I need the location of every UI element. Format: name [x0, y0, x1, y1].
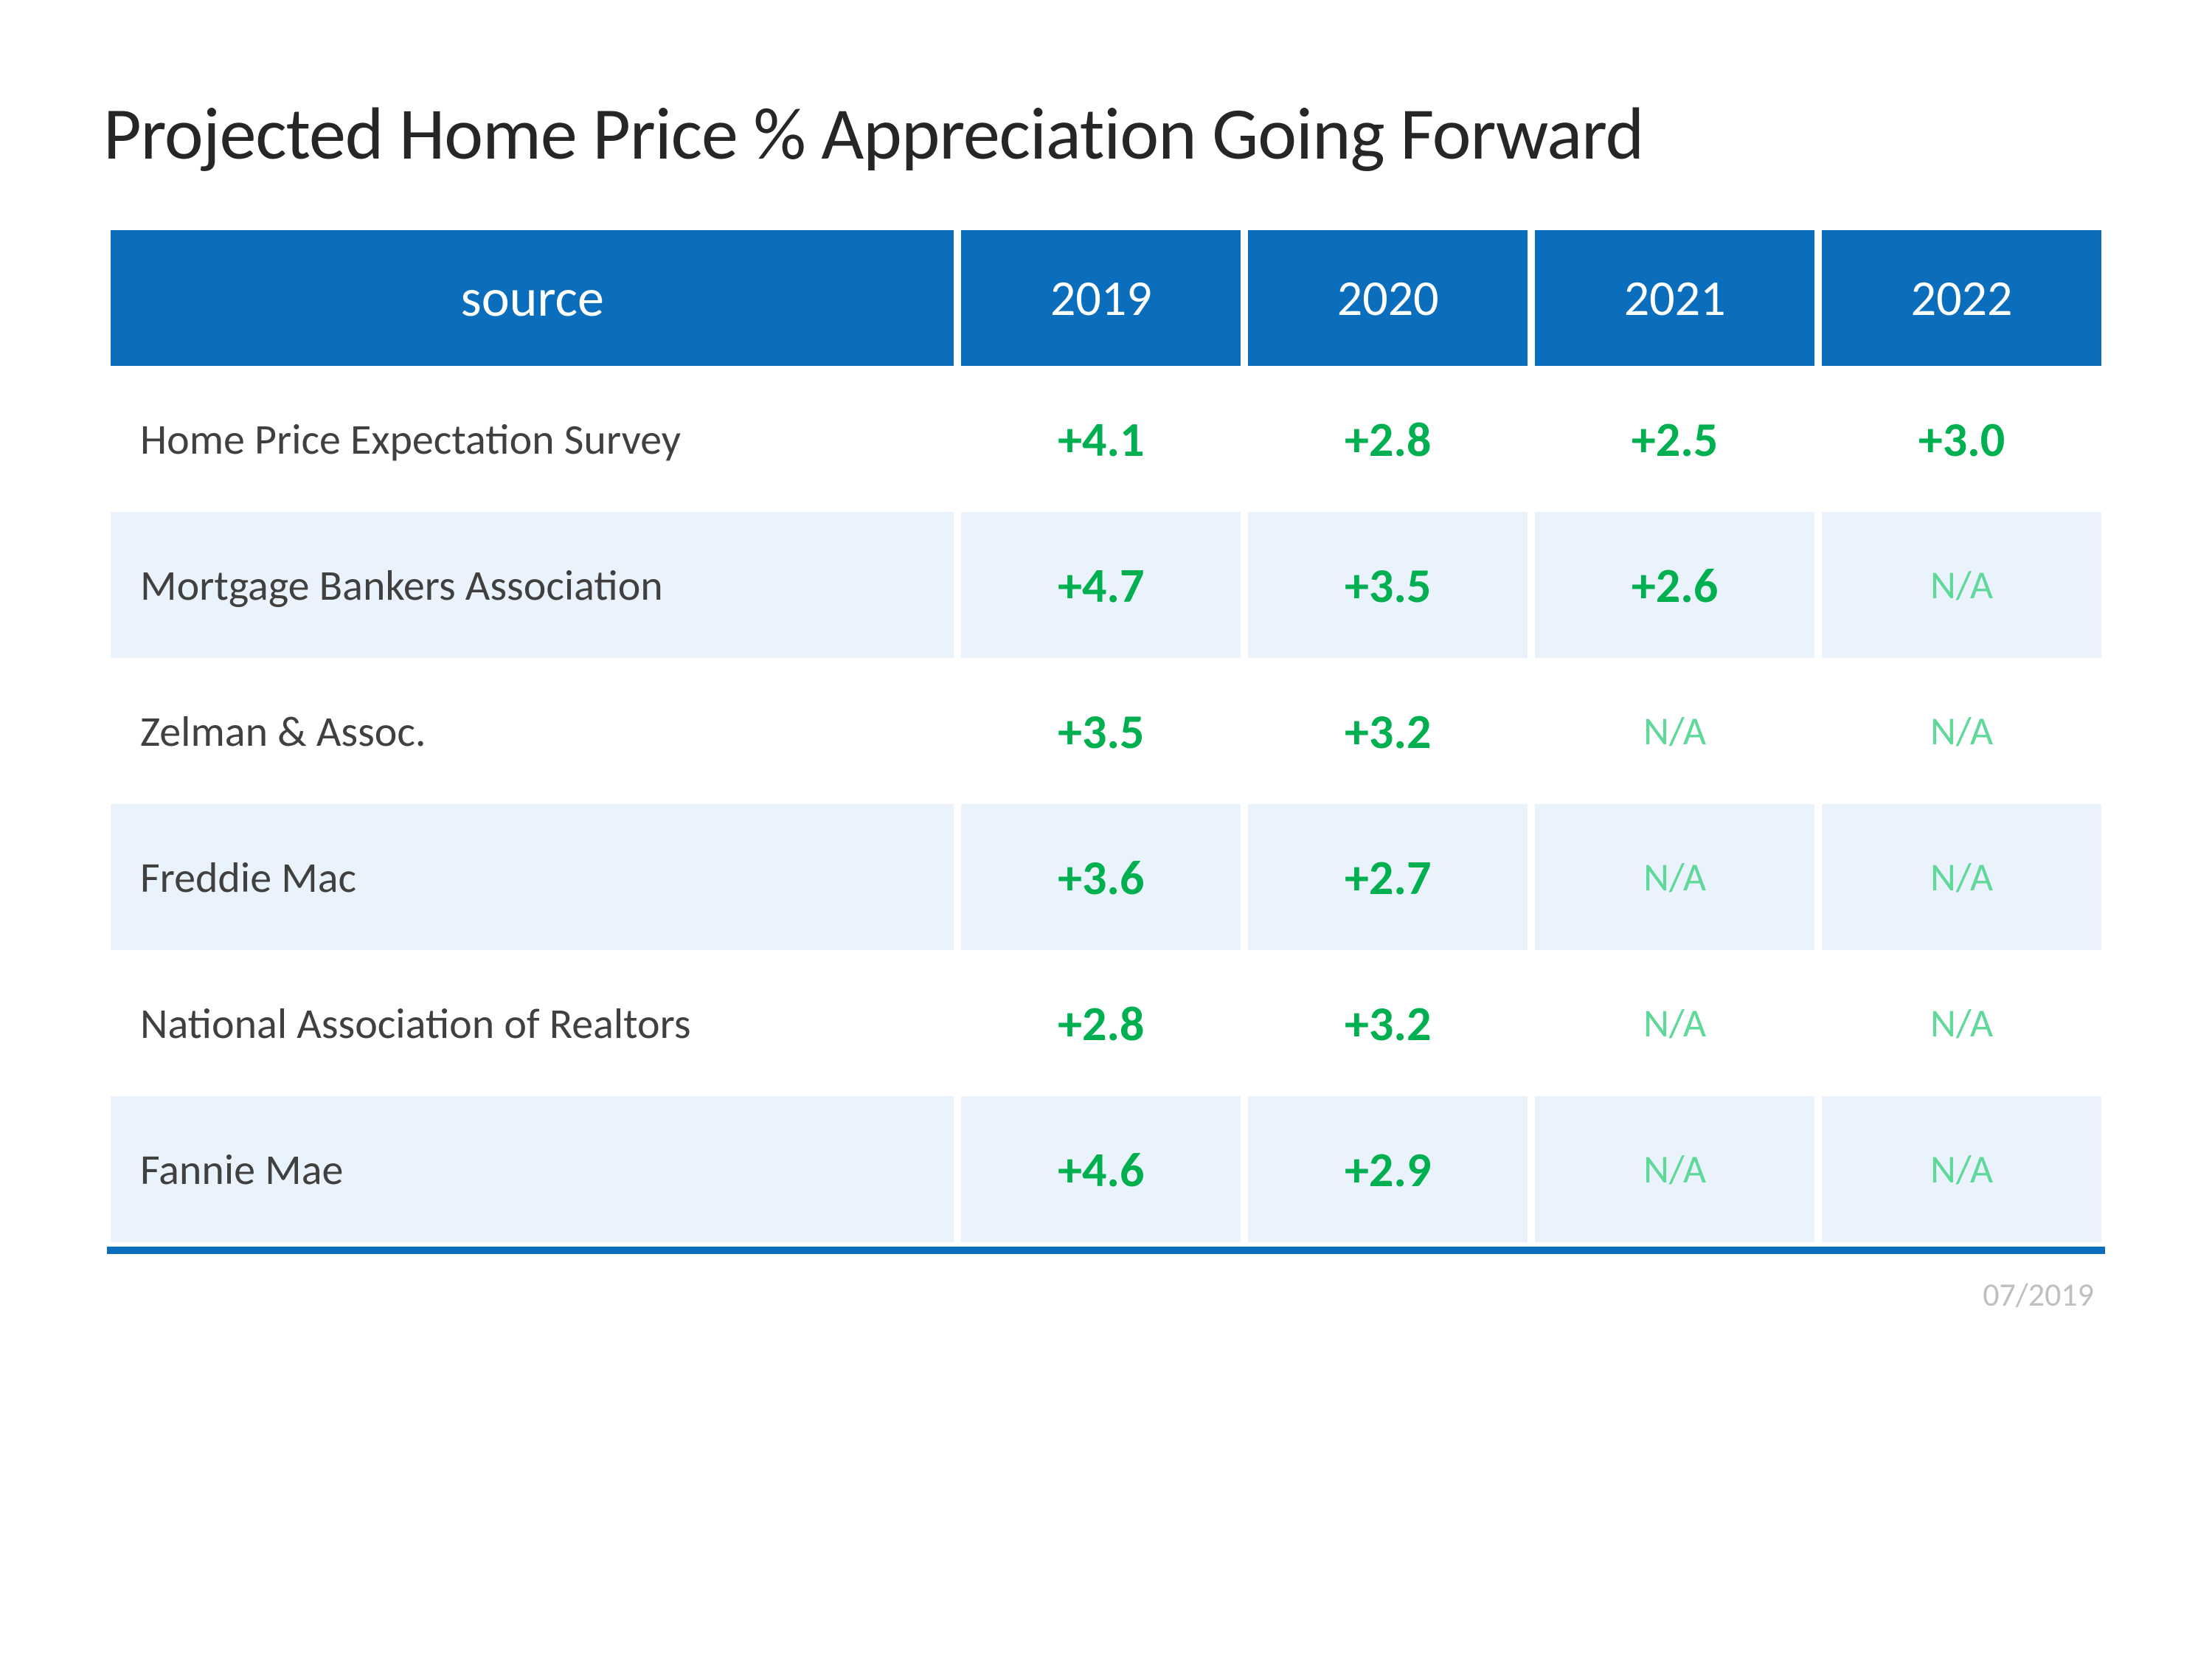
na-cell: N/A: [1535, 658, 1814, 804]
value-cell: +4.6: [961, 1096, 1241, 1242]
table-row: Mortgage Bankers Association+4.7+3.5+2.6…: [111, 512, 2101, 658]
table-row: Zelman & Assoc.+3.5+3.2N/AN/A: [111, 658, 2101, 804]
table-row: Fannie Mae+4.6+2.9N/AN/A: [111, 1096, 2101, 1242]
na-cell: N/A: [1822, 950, 2101, 1096]
slide-container: Projected Home Price % Appreciation Goin…: [0, 0, 2212, 1659]
value-cell: +3.0: [1822, 366, 2101, 512]
col-header-year: 2019: [961, 230, 1241, 366]
na-cell: N/A: [1822, 804, 2101, 950]
value-cell: +3.6: [961, 804, 1241, 950]
source-cell: Freddie Mac: [111, 804, 954, 950]
value-cell: +3.2: [1248, 658, 1528, 804]
value-cell: +3.5: [961, 658, 1241, 804]
na-cell: N/A: [1535, 1096, 1814, 1242]
col-header-year: 2021: [1535, 230, 1814, 366]
footer-date: 07/2019: [103, 1275, 2109, 1315]
na-cell: N/A: [1822, 1096, 2101, 1242]
source-cell: Home Price Expectation Survey: [111, 366, 954, 512]
table-row: National Association of Realtors+2.8+3.2…: [111, 950, 2101, 1096]
value-cell: +2.8: [1248, 366, 1528, 512]
table-row: Freddie Mac+3.6+2.7N/AN/A: [111, 804, 2101, 950]
source-cell: Zelman & Assoc.: [111, 658, 954, 804]
appreciation-table: source 2019 2020 2021 2022 Home Price Ex…: [103, 230, 2109, 1242]
value-cell: +2.7: [1248, 804, 1528, 950]
table-row: Home Price Expectation Survey+4.1+2.8+2.…: [111, 366, 2101, 512]
col-header-year: 2022: [1822, 230, 2101, 366]
table-bottom-rule: [107, 1247, 2105, 1254]
value-cell: +2.9: [1248, 1096, 1528, 1242]
na-cell: N/A: [1822, 658, 2101, 804]
value-cell: +4.7: [961, 512, 1241, 658]
value-cell: +3.5: [1248, 512, 1528, 658]
na-cell: N/A: [1535, 804, 1814, 950]
col-header-year: 2020: [1248, 230, 1528, 366]
na-cell: N/A: [1822, 512, 2101, 658]
table-body: Home Price Expectation Survey+4.1+2.8+2.…: [111, 366, 2101, 1242]
value-cell: +2.8: [961, 950, 1241, 1096]
value-cell: +2.6: [1535, 512, 1814, 658]
value-cell: +2.5: [1535, 366, 1814, 512]
value-cell: +3.2: [1248, 950, 1528, 1096]
na-cell: N/A: [1535, 950, 1814, 1096]
source-cell: National Association of Realtors: [111, 950, 954, 1096]
value-cell: +4.1: [961, 366, 1241, 512]
table-header-row: source 2019 2020 2021 2022: [111, 230, 2101, 366]
slide-title: Projected Home Price % Appreciation Goin…: [103, 89, 2109, 179]
col-header-source: source: [111, 230, 954, 366]
source-cell: Mortgage Bankers Association: [111, 512, 954, 658]
source-cell: Fannie Mae: [111, 1096, 954, 1242]
